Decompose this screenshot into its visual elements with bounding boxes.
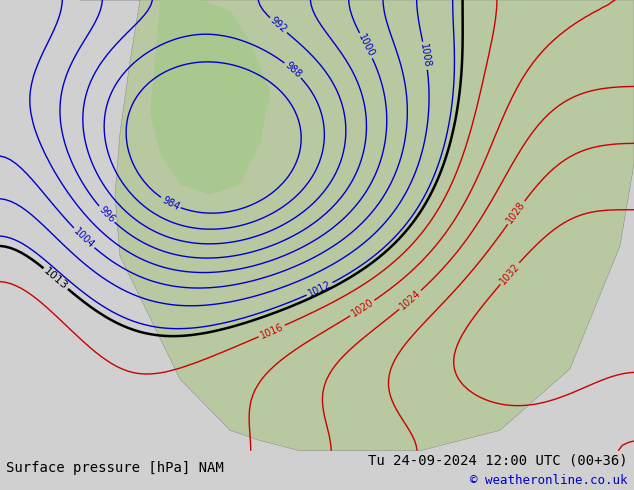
Text: 1024: 1024: [398, 288, 423, 312]
Text: © weatheronline.co.uk: © weatheronline.co.uk: [470, 474, 628, 487]
Text: 1000: 1000: [356, 32, 376, 59]
Text: 1013: 1013: [42, 266, 70, 292]
Text: Tu 24-09-2024 12:00 UTC (00+36): Tu 24-09-2024 12:00 UTC (00+36): [368, 454, 628, 467]
Text: 992: 992: [268, 16, 288, 35]
Text: 1004: 1004: [72, 226, 96, 250]
Text: 1008: 1008: [418, 43, 432, 69]
Text: 1012: 1012: [306, 279, 333, 299]
Text: Surface pressure [hPa] NAM: Surface pressure [hPa] NAM: [6, 462, 224, 475]
Text: 996: 996: [96, 204, 117, 224]
Polygon shape: [150, 0, 270, 195]
Text: 988: 988: [283, 60, 303, 80]
Polygon shape: [80, 0, 634, 451]
Text: 984: 984: [160, 195, 181, 212]
Text: 1020: 1020: [349, 297, 375, 319]
Text: 1028: 1028: [505, 200, 527, 225]
Text: 1016: 1016: [259, 321, 285, 341]
Text: 1032: 1032: [498, 261, 522, 286]
